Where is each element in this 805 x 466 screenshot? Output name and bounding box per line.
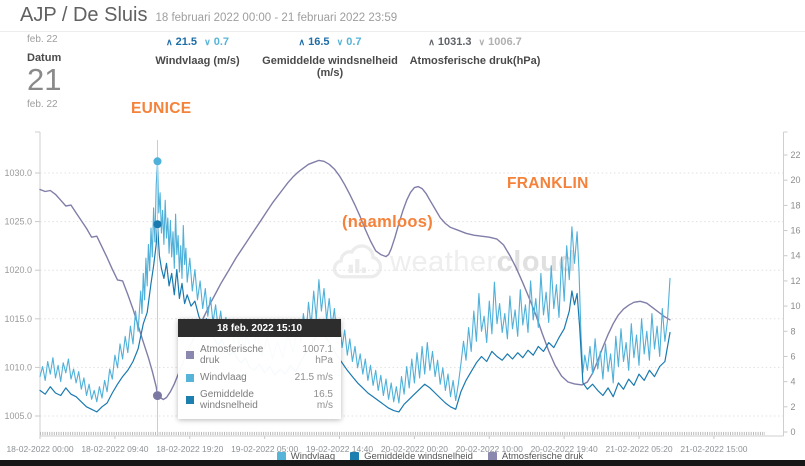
tooltip-value: 21.5 m/s: [294, 372, 333, 383]
svg-text:21-02-2022 15:00: 21-02-2022 15:00: [680, 444, 747, 454]
svg-text:20-02-2022 00:20: 20-02-2022 00:20: [381, 444, 448, 454]
svg-text:14: 14: [791, 251, 801, 261]
metric-max: 21.5: [175, 36, 198, 48]
metric-label: Windvlaag (m/s): [155, 55, 240, 67]
metric-max: 16.5: [308, 36, 330, 48]
min-arrow-icon: ∨: [478, 37, 486, 47]
svg-text:19-02-2022 14:40: 19-02-2022 14:40: [306, 444, 373, 454]
tooltip-value: 1007.1 hPa: [302, 344, 333, 366]
max-arrow-icon: ∧: [165, 37, 173, 47]
svg-text:20: 20: [791, 175, 801, 185]
tooltip-label: Gemiddelde windsnelheid: [200, 389, 258, 411]
metric-gemiddelde-windsnelheid: ∧ 16.5 ∨ 0.7 Gemiddelde windsnelheid (m/s…: [250, 36, 410, 79]
date-column: feb. 22 Datum 21 feb. 22: [27, 34, 61, 110]
gemiddelde-legend-icon: [350, 452, 360, 461]
cloud-logo-icon: [330, 237, 386, 288]
storm-annotation-eunice: EUNICE: [131, 100, 192, 117]
svg-text:22: 22: [791, 150, 801, 160]
station-header: AJP / De Sluis 18 februari 2022 00:00 - …: [0, 0, 805, 32]
metric-min: 0.7: [213, 36, 230, 48]
gust-swatch-icon: [186, 373, 194, 382]
legend-label: Gemiddelde windsnelheid: [364, 451, 473, 462]
weathercloud-watermark: weathercloud: [330, 237, 577, 288]
svg-text:6: 6: [791, 351, 796, 361]
svg-text:20-02-2022 10:00: 20-02-2022 10:00: [456, 444, 523, 454]
min-arrow-icon: ∨: [204, 37, 211, 47]
windvlaag-legend-icon: [276, 452, 286, 461]
svg-text:19-02-2022 05:00: 19-02-2022 05:00: [231, 444, 298, 454]
weather-chart[interactable]: 1005.0 1010.0 1015.0 1020.0 1025.0 1030.0 0 2 4 6…: [0, 90, 805, 462]
tooltip-body: Atmosferische druk 1007.1 hPa Windvlaag …: [178, 337, 341, 419]
svg-text:18-02-2022 19:20: 18-02-2022 19:20: [156, 444, 223, 454]
date-month-top: feb. 22: [27, 34, 58, 45]
station-title: AJP / De Sluis: [20, 4, 148, 26]
storm-annotation-naamloos: (naamloos): [342, 213, 434, 231]
watermark-text-light: weather: [390, 246, 497, 278]
tooltip-label: Atmosferische druk: [200, 344, 264, 366]
svg-text:21-02-2022 05:20: 21-02-2022 05:20: [605, 444, 672, 454]
svg-text:12: 12: [791, 276, 801, 286]
tooltip-timestamp: 18 feb. 2022 15:10: [178, 319, 341, 337]
svg-text:16: 16: [791, 226, 801, 236]
legend-label: Atmosferische druk: [501, 451, 584, 462]
max-arrow-icon: ∧: [428, 37, 435, 47]
date-month-bottom: feb. 22: [27, 99, 58, 110]
svg-text:10: 10: [791, 301, 801, 311]
svg-text:1010.0: 1010.0: [4, 362, 32, 372]
min-arrow-icon: ∨: [336, 37, 344, 47]
tooltip-row-gust: Windvlaag 21.5 m/s: [178, 369, 341, 386]
svg-text:1020.0: 1020.0: [4, 265, 32, 275]
tooltip-label: Windvlaag: [200, 372, 247, 383]
stats-strip: feb. 22 Datum 21 feb. 22 ∧ 21.5 ∨ 0.7 Win…: [0, 32, 805, 110]
svg-text:18: 18: [791, 200, 801, 210]
date-label: Datum: [27, 52, 62, 64]
svg-text:20-02-2022 19:40: 20-02-2022 19:40: [531, 444, 598, 454]
svg-text:1005.0: 1005.0: [4, 411, 32, 421]
metric-atmosferische-druk: ∧ 1031.3 ∨ 1006.7 Atmosferische druk(hPa): [395, 36, 555, 67]
metric-windvlaag: ∧ 21.5 ∨ 0.7 Windvlaag (m/s): [120, 36, 275, 67]
legend-label: Windvlaag: [290, 451, 336, 462]
avgwind-swatch-icon: [186, 396, 194, 404]
next-section-bar: [0, 460, 805, 466]
date-value: 21: [27, 62, 62, 97]
metric-min: 1006.7: [488, 36, 522, 48]
date-range: 18 februari 2022 00:00 - 21 februari 202…: [155, 12, 398, 24]
metric-label: Gemiddelde windsnelheid (m/s): [262, 55, 398, 79]
metric-max: 1031.3: [437, 36, 472, 48]
metric-min: 0.7: [346, 36, 362, 48]
tooltip-value: 16.5 m/s: [313, 389, 333, 411]
legend-item-windvlaag[interactable]: Windvlaag: [276, 451, 336, 462]
svg-text:1030.0: 1030.0: [4, 168, 32, 178]
tooltip-row-pressure: Atmosferische druk 1007.1 hPa: [178, 341, 341, 369]
chart-legend: Windvlaag Gemiddelde windsnelheid Atmosf…: [0, 451, 805, 462]
chart-tooltip: 18 feb. 2022 15:10 Atmosferische druk 10…: [178, 319, 341, 419]
svg-text:1025.0: 1025.0: [4, 217, 32, 227]
pressure-swatch-icon: [186, 351, 194, 359]
metric-label: Atmosferische druk(hPa): [409, 55, 541, 67]
metric-values: ∧ 16.5 ∨ 0.7: [250, 36, 410, 48]
svg-text:18-02-2022 09:40: 18-02-2022 09:40: [81, 444, 148, 454]
svg-text:8: 8: [791, 326, 796, 336]
tooltip-row-avgwind: Gemiddelde windsnelheid 16.5 m/s: [178, 386, 341, 414]
druk-legend-icon: [487, 452, 497, 461]
metric-values: ∧ 21.5 ∨ 0.7: [120, 36, 275, 48]
svg-text:4: 4: [791, 377, 796, 387]
storm-annotation-franklin: FRANKLIN: [507, 175, 589, 192]
svg-text:0: 0: [791, 427, 796, 437]
legend-item-gemiddelde[interactable]: Gemiddelde windsnelheid: [350, 451, 473, 462]
svg-text:2: 2: [791, 402, 796, 412]
max-arrow-icon: ∧: [298, 37, 306, 47]
metric-values: ∧ 1031.3 ∨ 1006.7: [395, 36, 555, 48]
svg-text:1015.0: 1015.0: [4, 314, 32, 324]
svg-text:18-02-2022 00:00: 18-02-2022 00:00: [6, 444, 73, 454]
legend-item-druk[interactable]: Atmosferische druk: [487, 451, 584, 462]
